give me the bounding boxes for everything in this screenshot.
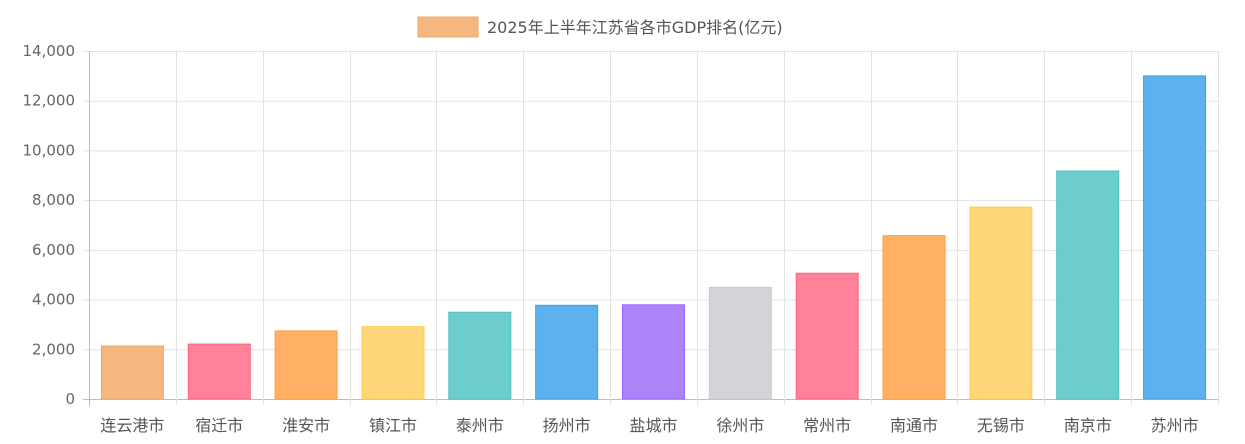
x-tick-label: 常州市: [803, 416, 851, 435]
bar[interactable]: [969, 206, 1033, 400]
y-tick-label: 8,000: [32, 191, 75, 209]
x-tick-label: 无锡市: [977, 416, 1025, 435]
bars: [100, 75, 1207, 400]
bar[interactable]: [708, 286, 772, 400]
legend[interactable]: 2025年上半年江苏省各市GDP排名(亿元): [417, 16, 783, 38]
x-tick-label: 泰州市: [456, 416, 504, 435]
x-tick-label: 盐城市: [629, 416, 677, 435]
x-tick-label: 扬州市: [543, 416, 591, 435]
x-tick-label: 南京市: [1064, 416, 1112, 435]
bar[interactable]: [535, 304, 599, 400]
bar[interactable]: [187, 343, 251, 400]
bar[interactable]: [795, 272, 859, 400]
y-tick-label: 12,000: [23, 92, 76, 110]
x-tick-label: 南通市: [890, 416, 938, 435]
bar[interactable]: [1056, 170, 1120, 400]
y-axis: 0 2,000 4,000 6,000 8,000 10,000 12,000 14,000: [23, 42, 76, 408]
x-tick-label: 宿迁市: [195, 416, 243, 435]
legend-swatch: [417, 16, 479, 38]
y-tick-label: 4,000: [32, 291, 75, 309]
y-tick-label: 14,000: [23, 42, 76, 60]
y-tick-label: 2,000: [32, 340, 75, 358]
y-tick-label: 6,000: [32, 241, 75, 259]
legend-label: 2025年上半年江苏省各市GDP排名(亿元): [487, 18, 783, 37]
x-axis: 连云港市 宿迁市 淮安市 镇江市 泰州市 扬州市 盐城市 徐州市 常州市 南通市 无锡市 南京市 苏州市: [100, 416, 1198, 435]
bar[interactable]: [1143, 75, 1207, 400]
bar[interactable]: [882, 235, 946, 400]
x-tick-label: 镇江市: [369, 416, 417, 435]
bar[interactable]: [448, 311, 512, 400]
y-tick-label: 0: [65, 390, 75, 408]
bar[interactable]: [100, 345, 164, 400]
x-tick-label: 徐州市: [716, 416, 764, 435]
bar[interactable]: [622, 304, 685, 400]
x-tick-label: 淮安市: [282, 416, 330, 435]
bar[interactable]: [361, 326, 425, 400]
y-tick-label: 10,000: [23, 141, 76, 159]
x-tick-label: 连云港市: [100, 416, 164, 435]
grid-lines: [83, 51, 1219, 406]
bar[interactable]: [274, 330, 338, 400]
x-tick-label: 苏州市: [1151, 416, 1199, 435]
